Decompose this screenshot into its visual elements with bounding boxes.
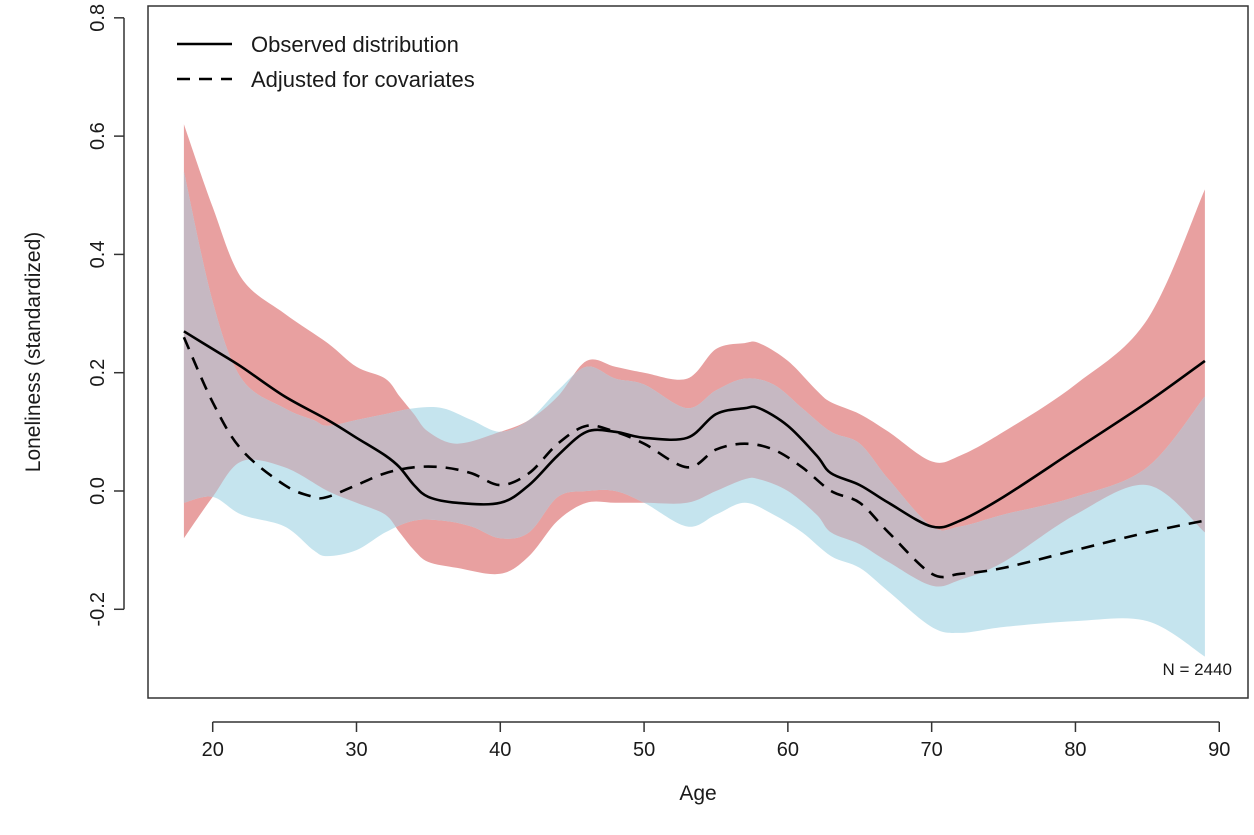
- sample-size-annotation: N = 2440: [1163, 660, 1232, 679]
- x-axis-title: Age: [679, 782, 716, 805]
- x-tick-label: 20: [202, 739, 224, 761]
- y-tick-label: 0.2: [87, 359, 109, 387]
- x-tick-label: 50: [633, 739, 655, 761]
- y-tick-label: 0.4: [87, 241, 109, 269]
- y-axis-title: Loneliness (standardized): [22, 232, 45, 472]
- x-tick-label: 70: [921, 739, 943, 761]
- adjusted-for-covariates-line: [182, 336, 1206, 579]
- x-tick-label: 60: [777, 739, 799, 761]
- y-tick-label: 0.6: [87, 122, 109, 150]
- legend-label-observed: Observed distribution: [251, 32, 459, 57]
- y-tick-label: -0.2: [87, 592, 109, 626]
- plot-frame: [147, 5, 1249, 699]
- observed-distribution-line: [183, 330, 1206, 529]
- y-tick-label: 0.0: [87, 477, 109, 505]
- x-tick-label: 90: [1208, 739, 1230, 761]
- x-tick-label: 80: [1064, 739, 1086, 761]
- legend: Observed distribution Adjusted for covar…: [177, 32, 475, 92]
- y-axis: -0.2 0.0 0.2 0.4 0.6 0.8: [87, 4, 125, 627]
- x-tick-label: 40: [489, 739, 511, 761]
- x-tick-label: 30: [345, 739, 367, 761]
- legend-label-adjusted: Adjusted for covariates: [251, 67, 475, 92]
- band-overlap: [183, 171, 1205, 587]
- x-axis: 20 30 40 50 60 70 80 90: [202, 721, 1230, 761]
- y-tick-label: 0.8: [87, 4, 109, 32]
